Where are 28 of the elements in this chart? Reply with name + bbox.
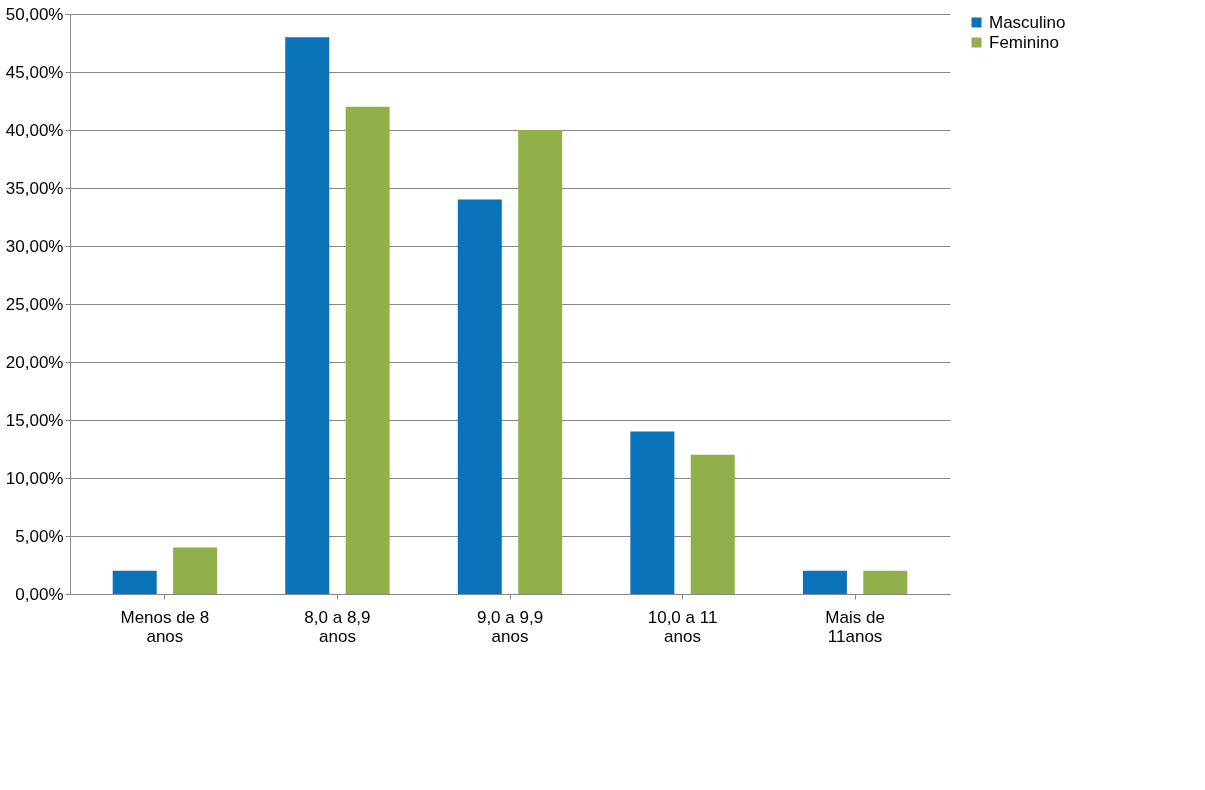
y-tick-label: 15,00% — [5, 410, 64, 430]
bar — [173, 547, 218, 594]
x-tick-label: 9,0 a 9,9 anos — [476, 607, 544, 646]
bar — [690, 454, 735, 594]
x-tick-label: 10,0 a 11 anos — [647, 607, 718, 646]
x-tick-label: Menos de 8 anos — [120, 607, 210, 646]
y-tick-label: 25,00% — [5, 294, 64, 314]
bar — [285, 37, 330, 594]
y-tick-label: 45,00% — [5, 62, 64, 82]
bar — [345, 106, 390, 594]
bar — [630, 431, 675, 594]
y-tick-label: 35,00% — [5, 178, 64, 198]
y-tick-label: 0,00% — [15, 584, 64, 604]
x-tick-label: 8,0 a 8,9 anos — [304, 607, 371, 646]
y-tick-label: 30,00% — [5, 236, 64, 256]
y-tick-label: 5,00% — [15, 526, 64, 546]
legend-label: Masculino — [989, 12, 1066, 32]
bar — [518, 130, 563, 594]
y-tick-label: 10,00% — [5, 468, 64, 488]
y-tick-label: 20,00% — [5, 352, 64, 372]
y-tick-label: 50,00% — [5, 4, 64, 24]
bar — [112, 570, 157, 594]
x-tick-label: Mais de 11anos — [825, 607, 885, 646]
y-tick-label: 40,00% — [5, 120, 64, 140]
bar — [802, 570, 847, 594]
bar — [863, 570, 908, 594]
legend-label: Feminino — [989, 32, 1059, 52]
bar — [457, 199, 502, 594]
